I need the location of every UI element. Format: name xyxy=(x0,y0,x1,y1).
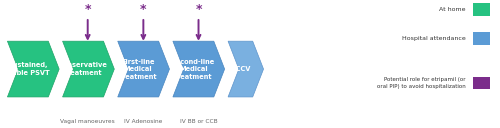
Polygon shape xyxy=(8,41,59,97)
Text: Vagal manoeuvres: Vagal manoeuvres xyxy=(60,119,115,124)
Text: *: * xyxy=(140,3,146,16)
Text: At home: At home xyxy=(439,7,466,12)
Text: *: * xyxy=(84,3,91,16)
Text: IV BB or CCB: IV BB or CCB xyxy=(180,119,218,124)
Text: Conservative
Treatment: Conservative Treatment xyxy=(58,62,108,76)
Text: Hospital attendance: Hospital attendance xyxy=(402,36,466,41)
Bar xyxy=(473,77,490,89)
Polygon shape xyxy=(173,41,225,97)
Text: *: * xyxy=(196,3,202,16)
Text: Second-line
Medical
Treatment: Second-line Medical Treatment xyxy=(172,59,215,80)
Text: IV Adenosine: IV Adenosine xyxy=(124,119,162,124)
Text: Sustained,
stable PSVT: Sustained, stable PSVT xyxy=(6,62,50,76)
Text: DCCV: DCCV xyxy=(230,66,250,72)
Bar xyxy=(473,3,490,16)
Polygon shape xyxy=(118,41,170,97)
Bar xyxy=(473,32,490,45)
Text: First-line
Medical
Treatment: First-line Medical Treatment xyxy=(119,59,158,80)
Polygon shape xyxy=(62,41,114,97)
Text: Potential role for etripamil (or
oral PIP) to avoid hospitalization: Potential role for etripamil (or oral PI… xyxy=(376,77,466,89)
Polygon shape xyxy=(228,41,264,97)
